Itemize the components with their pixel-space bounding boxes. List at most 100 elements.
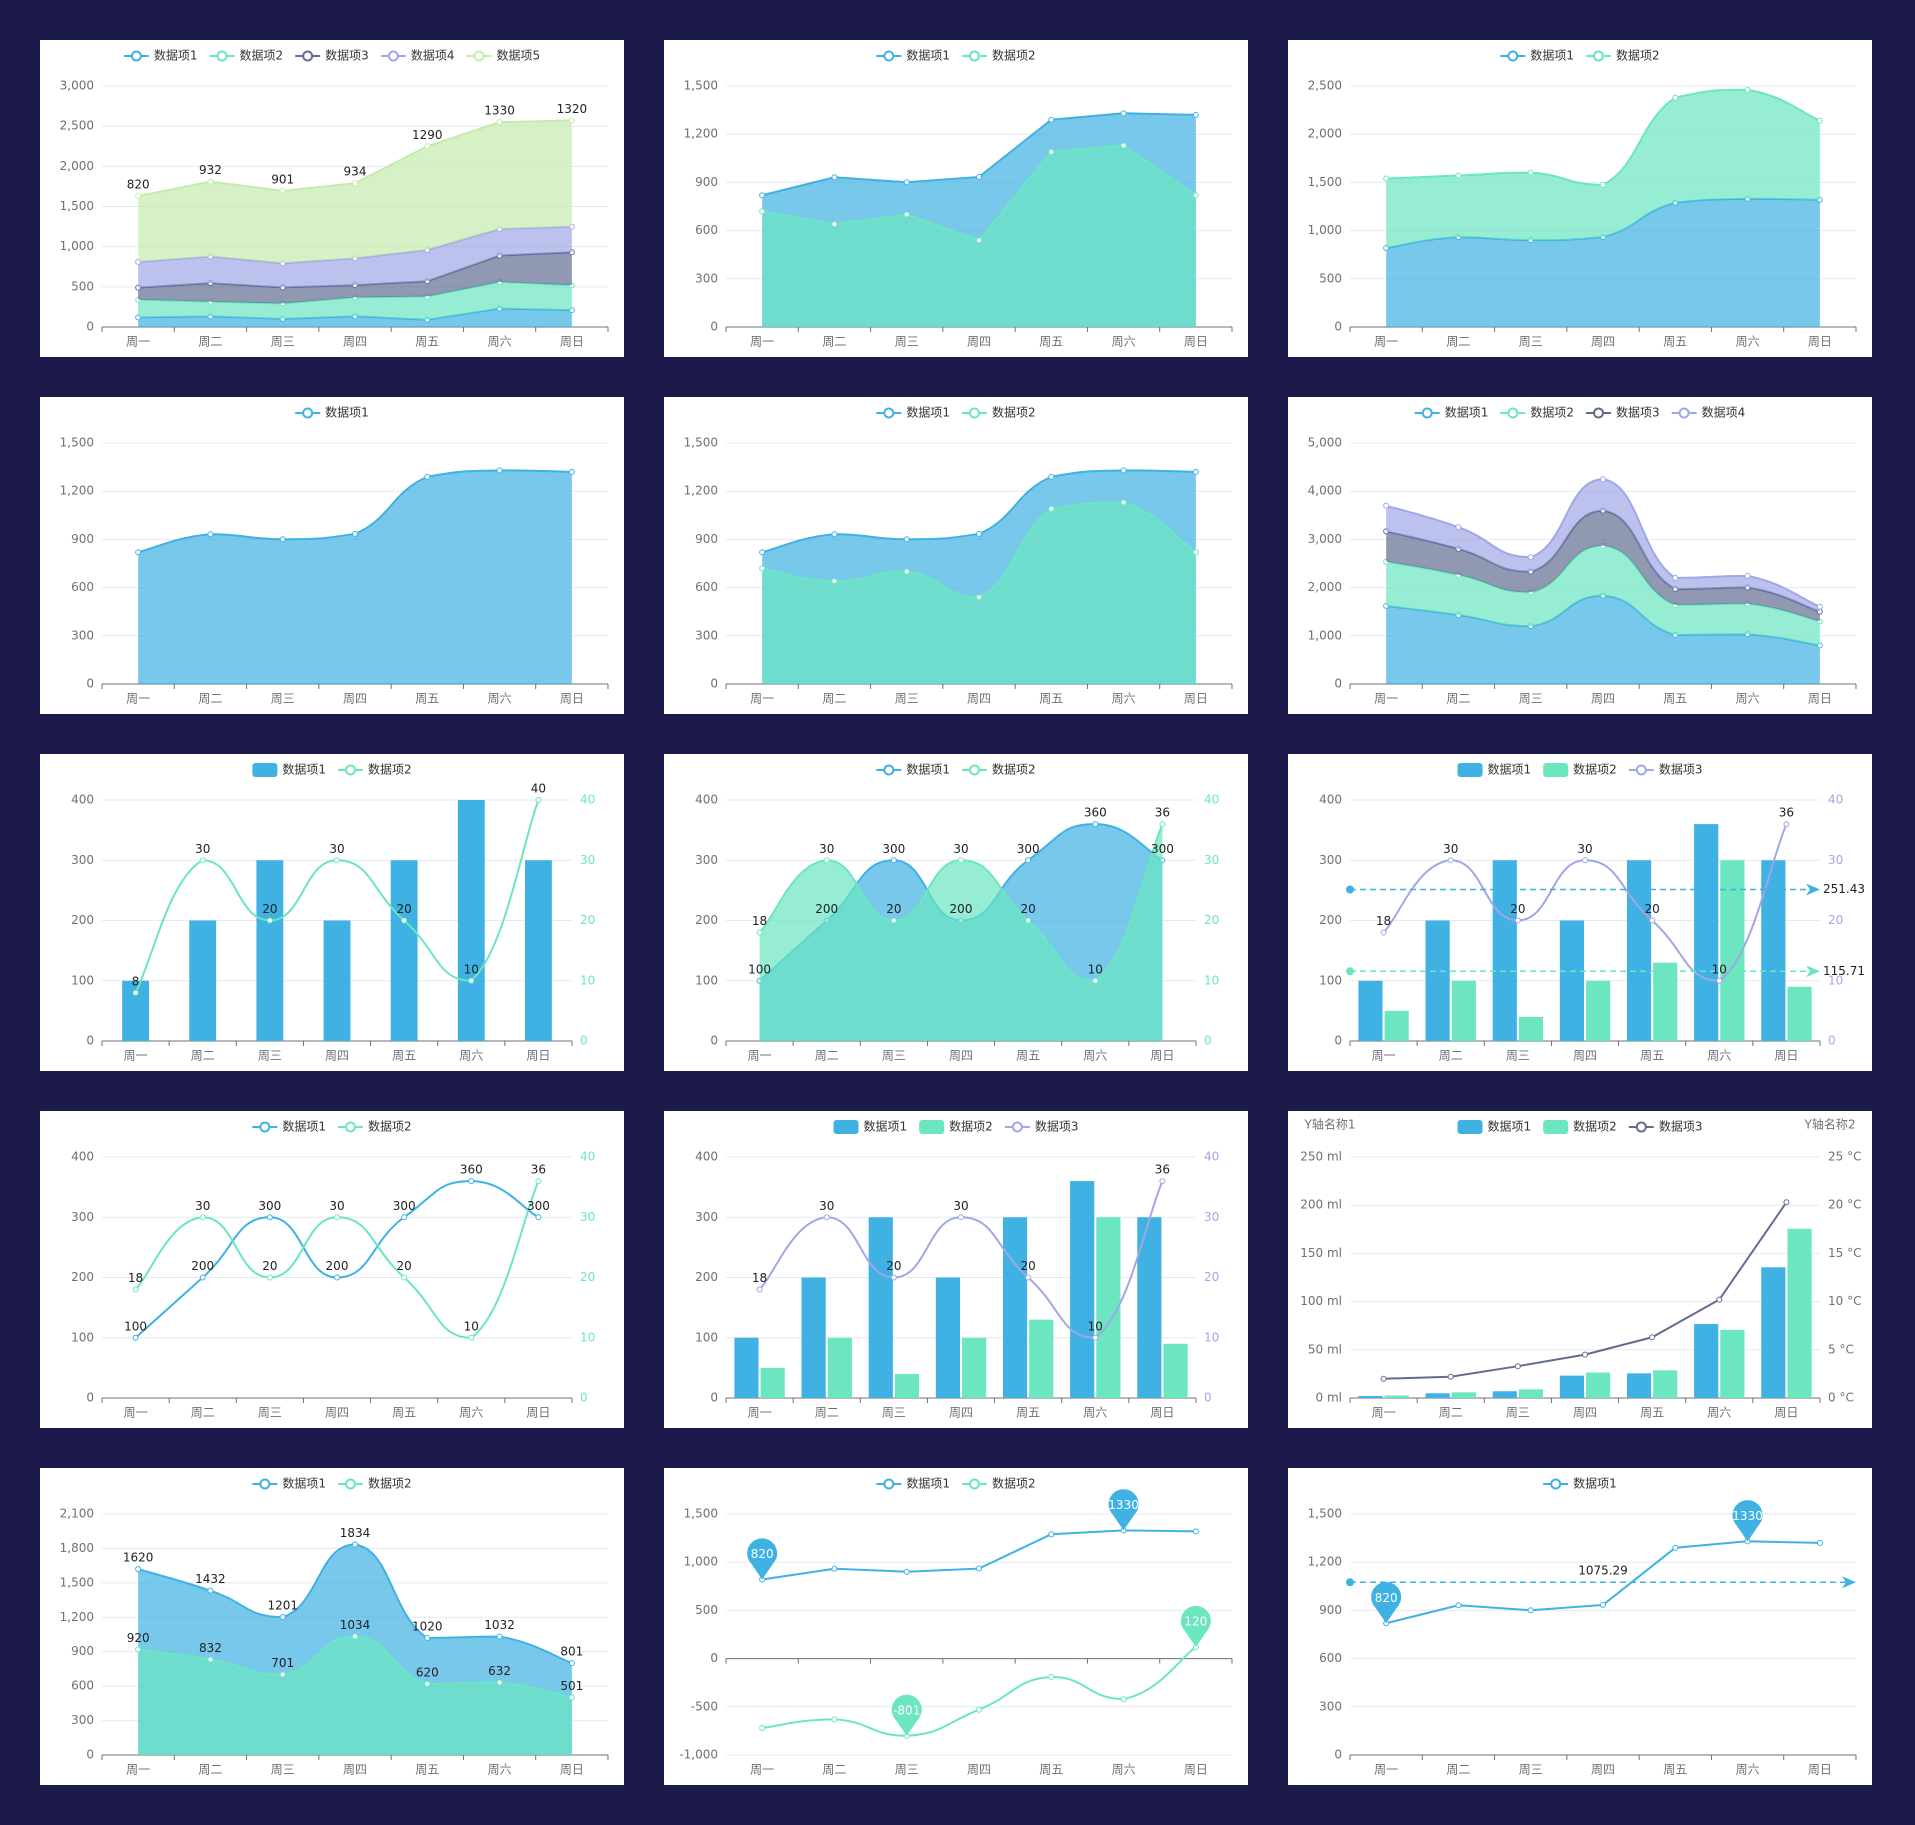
data-label: 300 [1151, 842, 1174, 856]
legend-item: 数据项1 [876, 48, 950, 63]
legend-label: 数据项2 [240, 48, 284, 63]
legend-icon [345, 1478, 356, 1490]
chart-panel: 0 300 600 900 1,200 1,500 1,800 2,100 周一 周二 周三 周四 周五… [40, 1468, 624, 1785]
y-tick-label: 0 [86, 1391, 94, 1405]
y-tick-label: 0 [710, 1651, 718, 1665]
legend-icon [302, 50, 314, 62]
y-tick-label: -500 [691, 1699, 718, 1713]
x-tick-label: 周五 [1663, 335, 1687, 349]
y-tick-label: 0 [710, 677, 718, 691]
chart-panel: 0 100 200 300 400 0 10 20 30 40 周一 周二 周三 周四 周五 周六 周日 251.… [1288, 754, 1872, 1071]
bar [189, 920, 217, 1041]
y-axis-name: Y轴名称1 [1304, 1117, 1356, 1132]
data-label: 30 [819, 842, 834, 856]
x-tick-label: 周日 [1184, 335, 1208, 349]
data-label: 10 [1088, 962, 1103, 976]
mark-line-arrow [1806, 883, 1820, 896]
legend: 数据项1 数据项2 [876, 1476, 1036, 1491]
legend-label: 数据项3 [1616, 405, 1660, 420]
bar [1451, 1392, 1476, 1398]
data-label: 820 [127, 178, 150, 192]
area [138, 120, 572, 264]
y-tick-label: 200 [1319, 913, 1342, 927]
legend-icon [969, 764, 980, 776]
x-tick-label: 周二 [822, 335, 846, 349]
data-label: 1032 [484, 1618, 515, 1632]
legend-icon [1421, 407, 1433, 419]
x-tick-label: 周四 [1573, 1406, 1597, 1420]
point [1816, 117, 1823, 124]
point [756, 929, 763, 936]
x-tick-label: 周二 [198, 1763, 222, 1777]
mark-point-pin [1371, 1582, 1402, 1624]
legend: 数据项1 [295, 405, 369, 420]
mark-point: 120 [1180, 1605, 1211, 1648]
y-tick-label: 2,100 [60, 1507, 94, 1521]
x-tick-label: 周日 [1774, 1049, 1798, 1063]
x-tick-label: 周五 [415, 692, 439, 706]
x-tick-label: 周日 [526, 1406, 550, 1420]
y-tick-label: 100 [695, 973, 718, 987]
legend-item: 数据项2 [1500, 405, 1574, 420]
data-label: 920 [127, 1631, 150, 1645]
bar [1002, 1217, 1028, 1398]
y2-tick-label: 30 [1204, 1210, 1219, 1224]
point [831, 221, 838, 228]
x-tick-label: 周二 [1446, 335, 1470, 349]
bar [1720, 860, 1745, 1041]
x-tick-label: 周四 [325, 1049, 349, 1063]
x-tick-label: 周五 [1039, 335, 1063, 349]
y-tick-label: 200 [695, 1270, 718, 1284]
x-tick-label: 周二 [815, 1049, 839, 1063]
point [976, 237, 982, 244]
bar [1096, 1217, 1121, 1398]
legend-icon [1678, 407, 1690, 419]
chart-panel: 0 100 200 300 400 0 10 20 30 40 周一 周二 周三 周四 周五 周六 周日 100 2… [40, 1111, 624, 1428]
legend-label: 数据项2 [1530, 405, 1574, 420]
point [1455, 172, 1462, 179]
data-label: 10 [464, 962, 479, 976]
x-tick-label: 周一 [126, 335, 150, 349]
y2-tick-label: 0 [1828, 1034, 1836, 1048]
point [401, 1214, 408, 1221]
legend-item: 数据项2 [1543, 1119, 1617, 1134]
point [401, 917, 408, 924]
y-tick-label: 1,200 [684, 127, 718, 141]
x-tick-label: 周六 [488, 692, 512, 706]
data-label: 360 [460, 1163, 483, 1177]
y2-axis-name: Y轴名称2 [1804, 1117, 1856, 1132]
x-tick-label: 周一 [748, 1406, 772, 1420]
x-tick-label: 周三 [895, 1763, 919, 1777]
y-tick-label: 400 [71, 1150, 94, 1164]
legend-icon [1635, 764, 1647, 776]
area [1386, 545, 1820, 646]
legend: 数据项1 数据项2 [876, 405, 1036, 420]
bar [1384, 1010, 1409, 1041]
mark-point-pin [1108, 1489, 1139, 1531]
y-tick-label: 1,200 [1308, 1555, 1342, 1569]
point [890, 917, 897, 924]
x-tick-label: 周一 [124, 1049, 148, 1063]
data-label: 200 [950, 902, 973, 916]
bar [1492, 1391, 1517, 1398]
x-tick-label: 周六 [1083, 1406, 1107, 1420]
bar [1586, 980, 1611, 1041]
x-tick-label: 周六 [1112, 335, 1136, 349]
legend-item: 数据项1 [876, 762, 950, 777]
point [1192, 549, 1199, 556]
y2-tick-label: 30 [580, 1210, 595, 1224]
point [1744, 86, 1751, 93]
point [976, 530, 982, 537]
y-tick-label: 1,500 [684, 1507, 718, 1521]
data-label: 1330 [484, 104, 515, 118]
y-tick-label: 1,800 [60, 1541, 94, 1555]
legend-label: 数据项1 [282, 1119, 326, 1134]
legend-label: 数据项4 [1702, 405, 1746, 420]
legend-label: 数据项1 [1573, 1476, 1617, 1491]
point [266, 1274, 273, 1281]
x-tick-label: 周一 [124, 1406, 148, 1420]
data-label: 30 [953, 842, 968, 856]
point [1092, 1334, 1099, 1341]
y-tick-label: 300 [71, 628, 94, 642]
legend-icon [302, 407, 314, 419]
